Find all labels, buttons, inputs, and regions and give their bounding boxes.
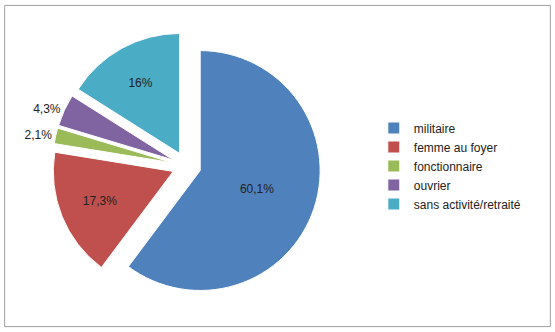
svg-text:16%: 16%	[128, 76, 152, 90]
svg-text:fonctionnaire: fonctionnaire	[414, 160, 483, 174]
svg-text:sans activité/retraité: sans activité/retraité	[414, 198, 521, 212]
svg-text:ouvrier: ouvrier	[414, 179, 451, 193]
svg-text:17,3%: 17,3%	[83, 194, 117, 208]
svg-text:2,1%: 2,1%	[24, 128, 52, 142]
svg-text:4,3%: 4,3%	[33, 102, 61, 116]
svg-text:femme au foyer: femme au foyer	[414, 141, 497, 155]
svg-text:militaire: militaire	[414, 122, 456, 136]
svg-text:60,1%: 60,1%	[240, 182, 274, 196]
